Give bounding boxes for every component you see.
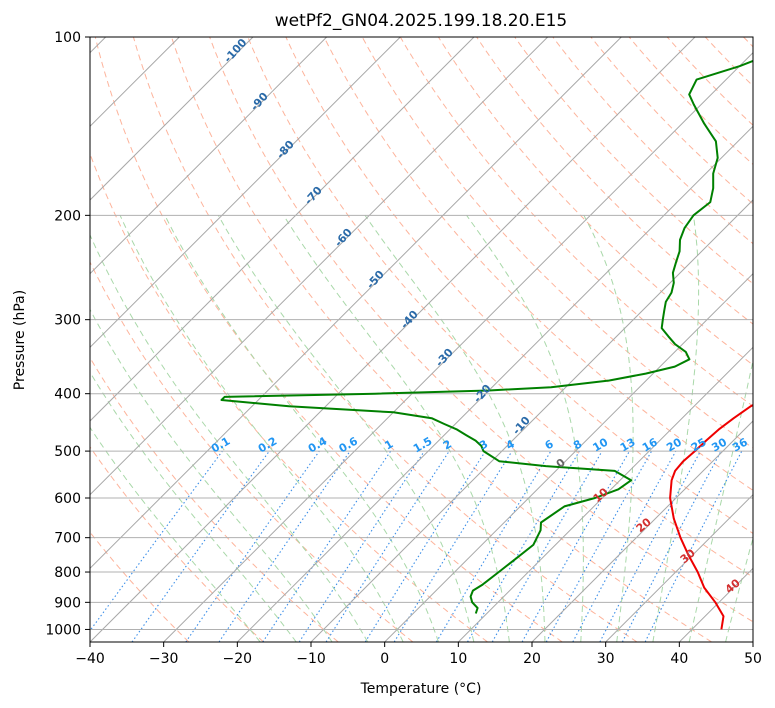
x-tick-label: 30 <box>597 651 615 667</box>
dry-adiabat-line <box>171 37 712 642</box>
isotherm-line <box>531 420 753 642</box>
isotherm-line <box>605 493 753 642</box>
isotherm-line <box>90 37 622 570</box>
x-axis-label: Temperature (°C) <box>360 681 482 697</box>
background-lines <box>90 37 753 642</box>
y-tick-label: 300 <box>54 313 81 329</box>
dewpoint-line <box>220 59 753 614</box>
x-tick-label: −20 <box>223 651 253 667</box>
moist-adiabat-line <box>583 215 634 642</box>
moist-adiabat-line <box>283 215 510 642</box>
dry-adiabat-line <box>514 37 753 285</box>
mixing-ratio-line <box>393 450 513 642</box>
moist-adiabat-line <box>90 233 369 642</box>
temperature-line <box>669 404 753 630</box>
mixing-ratio-line <box>90 450 223 632</box>
dry-adiabat-line <box>323 37 753 491</box>
x-axis: −40 −30 −20 −10 0 10 20 30 40 50 <box>75 642 762 667</box>
y-tick-label: 500 <box>54 444 81 460</box>
pressure-gridlines <box>90 37 753 630</box>
profile-series <box>220 59 753 630</box>
mixing-ratio-line <box>572 450 677 642</box>
x-tick-label: 40 <box>670 651 688 667</box>
moist-adiabat-line <box>217 215 475 642</box>
mixing-ratio-line <box>298 450 425 642</box>
isotherm-line <box>90 37 475 422</box>
moist-adiabat-line <box>364 215 546 642</box>
mixing-ratio-line <box>545 450 653 642</box>
isotherm-line <box>457 346 753 642</box>
dry-adiabat-line <box>132 37 638 642</box>
y-tick-label: 100 <box>54 30 81 46</box>
isotherm-line <box>163 51 753 642</box>
dry-adiabat-line <box>90 446 264 642</box>
y-tick-label: 800 <box>54 565 81 581</box>
moist-adiabat-line <box>652 215 700 642</box>
dry-adiabat-line <box>90 260 414 642</box>
mixing-ratio-line <box>131 450 270 642</box>
mixing-ratio-line <box>644 450 743 642</box>
x-tick-label: 50 <box>744 651 762 667</box>
moist-adiabat-line <box>119 215 404 642</box>
isotherm-line <box>90 37 254 201</box>
isotherm-line <box>90 37 696 642</box>
isotherm-line <box>90 37 549 496</box>
chart-title: wetPf2_GN04.2025.199.18.20.E15 <box>275 11 567 31</box>
isotherm-line <box>90 37 328 275</box>
moist-adiabat-line <box>90 426 261 642</box>
x-tick-label: 10 <box>449 651 467 667</box>
y-tick-label: 400 <box>54 387 81 403</box>
dry-adiabat-line <box>285 37 753 535</box>
dry-adiabat-line <box>90 356 339 642</box>
y-axis: 100 200 300 400 500 600 700 800 900 1000 <box>45 30 90 638</box>
dry-adiabat-line <box>94 37 563 642</box>
x-tick-label: 20 <box>523 651 541 667</box>
mixing-ratio-line <box>218 450 351 642</box>
moist-adiabat-line <box>466 215 584 642</box>
x-tick-label: 0 <box>380 651 389 667</box>
mixing-ratio-line <box>185 450 320 642</box>
moist-adiabat-line <box>90 371 297 642</box>
plot-frame <box>89 36 754 643</box>
isotherm-line <box>236 125 753 642</box>
y-tick-label: 700 <box>54 531 81 547</box>
y-tick-label: 200 <box>54 208 81 224</box>
moist-adiabat-line <box>164 215 439 642</box>
x-tick-label: −40 <box>75 651 105 667</box>
isotherm-line <box>90 37 401 349</box>
mixing-ratio-line <box>325 450 450 642</box>
moist-adiabat-line <box>90 308 333 642</box>
dry-adiabat-line <box>209 37 753 623</box>
y-axis-label: Pressure (hPa) <box>12 290 28 390</box>
isotherm-line <box>384 272 753 642</box>
x-tick-label: −30 <box>149 651 179 667</box>
dry-adiabat-line <box>476 37 753 325</box>
y-tick-label: 1000 <box>45 622 81 638</box>
mixing-ratio-line <box>262 450 392 642</box>
x-tick-label: −10 <box>296 651 326 667</box>
isotherm-line <box>310 199 753 642</box>
y-tick-label: 600 <box>54 491 81 507</box>
y-tick-label: 900 <box>54 595 81 611</box>
